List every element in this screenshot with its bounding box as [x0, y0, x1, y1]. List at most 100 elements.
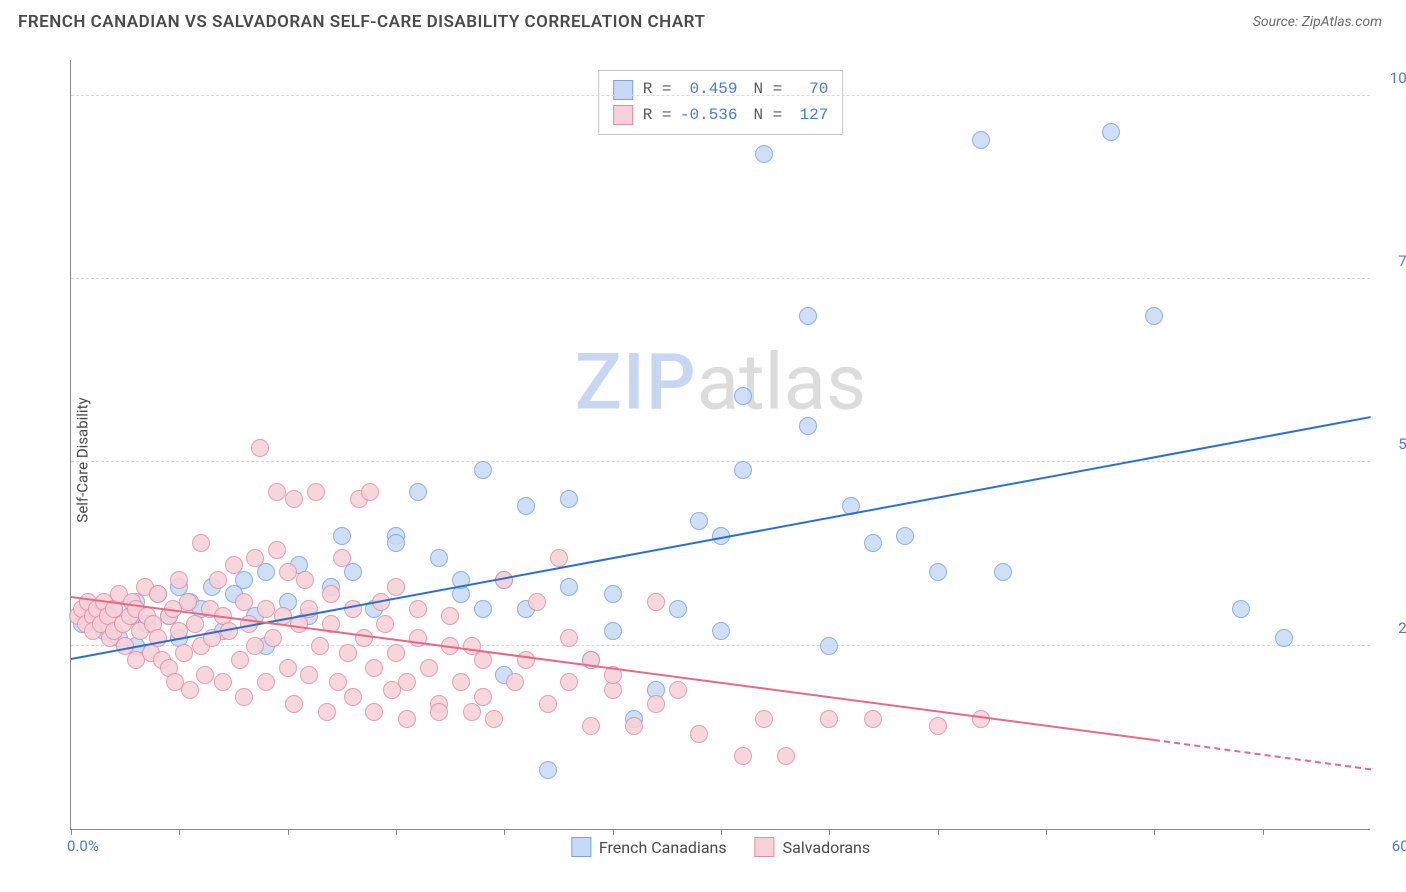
data-point: [296, 571, 314, 589]
trend-line-dash: [1154, 739, 1371, 770]
data-point: [604, 585, 622, 603]
data-point: [235, 593, 253, 611]
data-point: [387, 578, 405, 596]
data-point: [196, 666, 214, 684]
stats-legend-row: R =-0.536N =127: [613, 103, 829, 129]
legend-swatch: [571, 837, 591, 857]
data-point: [307, 483, 325, 501]
legend-swatch: [755, 837, 775, 857]
data-point: [257, 600, 275, 618]
legend-item: French Canadians: [571, 837, 727, 857]
data-point: [235, 688, 253, 706]
data-point: [279, 563, 297, 581]
data-point: [246, 549, 264, 567]
data-point: [231, 651, 249, 669]
data-point: [864, 710, 882, 728]
data-point: [329, 673, 347, 691]
data-point: [409, 483, 427, 501]
data-point: [387, 534, 405, 552]
data-point: [560, 578, 578, 596]
data-point: [972, 131, 990, 149]
y-tick-label: 10.0%: [1390, 69, 1406, 87]
data-point: [896, 527, 914, 545]
gridline: [71, 461, 1370, 462]
data-point: [333, 549, 351, 567]
stats-legend-row: R =0.459N =70: [613, 77, 829, 103]
data-point: [268, 483, 286, 501]
data-point: [799, 417, 817, 435]
data-point: [209, 571, 227, 589]
data-point: [235, 571, 253, 589]
data-point: [339, 644, 357, 662]
data-point: [528, 593, 546, 611]
data-point: [474, 651, 492, 669]
data-point: [318, 703, 336, 721]
data-point: [777, 747, 795, 765]
data-point: [550, 549, 568, 567]
data-point: [192, 534, 210, 552]
x-tick: [1154, 829, 1155, 835]
data-point: [820, 637, 838, 655]
data-point: [257, 673, 275, 691]
x-tick: [71, 829, 72, 835]
data-point: [474, 600, 492, 618]
data-point: [365, 703, 383, 721]
data-point: [376, 615, 394, 633]
data-point: [214, 673, 232, 691]
x-tick: [613, 829, 614, 835]
data-point: [669, 681, 687, 699]
data-point: [1232, 600, 1250, 618]
legend-label: French Canadians: [599, 838, 727, 857]
data-point: [279, 659, 297, 677]
y-tick-label: 5.0%: [1398, 435, 1406, 453]
data-point: [181, 681, 199, 699]
data-point: [311, 637, 329, 655]
data-point: [864, 534, 882, 552]
data-point: [734, 387, 752, 405]
x-tick: [938, 829, 939, 835]
data-point: [409, 600, 427, 618]
x-tick: [829, 829, 830, 835]
data-point: [1102, 123, 1120, 141]
chart-title: FRENCH CANADIAN VS SALVADORAN SELF-CARE …: [18, 12, 705, 32]
data-point: [398, 710, 416, 728]
data-point: [582, 717, 600, 735]
data-point: [647, 593, 665, 611]
data-point: [430, 703, 448, 721]
data-point: [517, 497, 535, 515]
data-point: [387, 644, 405, 662]
legend-item: Salvadorans: [755, 837, 870, 857]
data-point: [264, 629, 282, 647]
data-point: [474, 688, 492, 706]
data-point: [1145, 307, 1163, 325]
data-point: [799, 307, 817, 325]
trend-line: [71, 596, 1155, 741]
data-point: [285, 695, 303, 713]
data-point: [560, 490, 578, 508]
data-point: [179, 593, 197, 611]
data-point: [251, 439, 269, 457]
bottom-legend: French Canadians Salvadorans: [571, 837, 870, 857]
y-tick-label: 7.5%: [1398, 252, 1406, 270]
x-axis-max-label: 60.0%: [1392, 837, 1406, 855]
data-point: [474, 461, 492, 479]
data-point: [1275, 629, 1293, 647]
data-point: [268, 541, 286, 559]
legend-swatch: [613, 105, 633, 125]
x-tick: [504, 829, 505, 835]
data-point: [361, 483, 379, 501]
data-point: [712, 622, 730, 640]
data-point: [755, 710, 773, 728]
data-point: [285, 490, 303, 508]
x-tick: [1046, 829, 1047, 835]
data-point: [365, 659, 383, 677]
data-point: [539, 761, 557, 779]
data-point: [225, 556, 243, 574]
data-point: [257, 563, 275, 581]
data-point: [755, 145, 773, 163]
data-point: [539, 695, 557, 713]
x-tick: [179, 829, 180, 835]
data-point: [175, 644, 193, 662]
data-point: [398, 673, 416, 691]
data-point: [690, 725, 708, 743]
